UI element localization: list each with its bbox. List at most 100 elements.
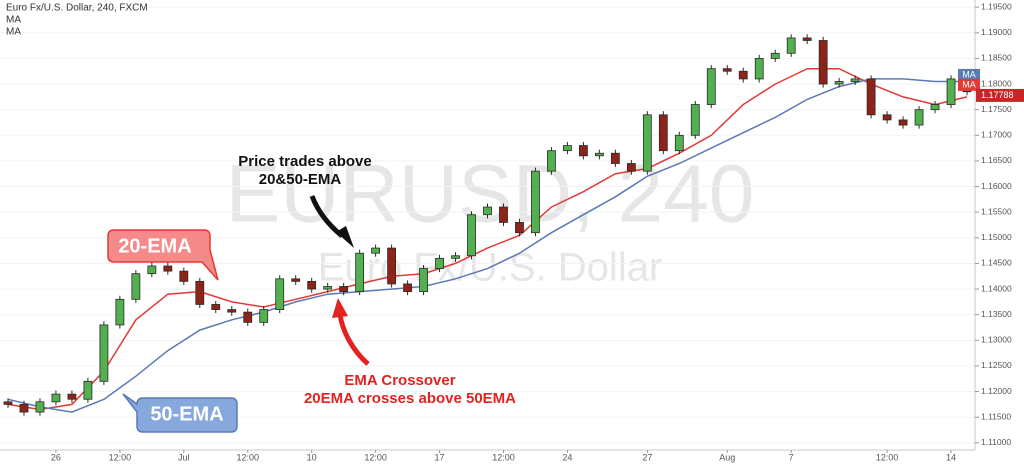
price-tag	[958, 78, 980, 91]
candle-body	[35, 401, 45, 413]
candle-body	[914, 109, 924, 126]
y-tick-label: 1.14000	[981, 283, 1012, 293]
price-tag-label: MA	[962, 69, 976, 79]
candle-body	[770, 52, 780, 59]
arrow-head	[332, 298, 348, 318]
y-tick-label: 1.16500	[981, 155, 1012, 165]
candle-body	[674, 134, 684, 152]
candle-body	[291, 278, 301, 282]
candle-body	[339, 286, 349, 293]
annotation: Price trades above	[238, 153, 371, 170]
last-price-label: 1.17788	[981, 90, 1014, 100]
x-tick-label: 12:00	[109, 452, 132, 462]
y-tick-label: 1.14500	[981, 258, 1012, 268]
candle-body	[179, 270, 189, 282]
y-tick-label: 1.13500	[981, 309, 1012, 319]
candle-body	[243, 311, 253, 323]
arrow-red	[337, 313, 370, 366]
candle-body	[403, 283, 412, 293]
candle-body	[435, 257, 444, 269]
candle-body	[882, 114, 892, 121]
y-tick-label: 1.15500	[981, 206, 1012, 216]
y-tick-label: 1.18500	[981, 53, 1012, 63]
candle-body	[515, 222, 524, 234]
candle-body	[131, 273, 141, 300]
candle-body	[818, 40, 828, 85]
candle-body	[946, 78, 956, 105]
candle-body	[259, 309, 269, 323]
candle-body	[547, 150, 556, 172]
price-tag-label: MA	[962, 79, 976, 89]
candle-body	[19, 403, 29, 413]
candle-body	[3, 401, 13, 405]
indicator: MA	[6, 27, 21, 38]
candle-body	[499, 206, 508, 223]
candle-body	[738, 70, 748, 80]
candle-body	[642, 114, 652, 172]
candle-body	[467, 214, 476, 257]
price-tag	[958, 68, 980, 81]
annotation: 20&50-EMA	[259, 171, 342, 188]
x-tick-label: 26	[51, 452, 61, 462]
candle-body	[563, 145, 572, 152]
candle-body	[115, 298, 125, 326]
x-tick-label: 24	[562, 452, 572, 462]
candle-body	[227, 309, 237, 313]
candle-body	[323, 286, 333, 290]
candle-body	[722, 68, 732, 72]
candle-body	[754, 58, 764, 80]
candle-body	[371, 247, 381, 254]
y-tick-label: 1.11000	[981, 437, 1011, 447]
indicator: MA	[6, 15, 21, 26]
candle-body	[51, 393, 61, 403]
candle-body	[579, 145, 588, 157]
candle-body	[658, 114, 668, 152]
x-tick-label: 12:00	[364, 452, 387, 462]
candle-body	[483, 206, 492, 216]
series-label: 50-EMA	[150, 403, 223, 425]
candle-body	[355, 252, 365, 293]
x-tick-label: 10	[307, 452, 317, 462]
candle-body	[307, 280, 317, 290]
candle-body	[67, 393, 77, 400]
candle-body	[898, 119, 908, 126]
last-price-tag	[976, 88, 1024, 102]
candle-body	[834, 81, 844, 85]
arrow-head	[336, 226, 354, 248]
y-tick-label: 1.17500	[981, 104, 1012, 114]
candle-body	[211, 304, 221, 310]
x-tick-label: 14	[946, 452, 956, 462]
y-tick-label: 1.12500	[981, 360, 1012, 370]
candle-body	[786, 37, 796, 54]
y-tick-label: 1.19000	[981, 27, 1012, 37]
candle-body	[850, 78, 860, 82]
candle-body	[99, 324, 109, 382]
y-tick-label: 1.16000	[981, 181, 1012, 191]
x-tick-label: 12:00	[236, 452, 259, 462]
candle-body	[610, 152, 620, 164]
candle-body	[83, 380, 93, 400]
candle-body	[163, 265, 173, 272]
candle-body	[626, 163, 636, 172]
x-tick-label: 17	[435, 452, 445, 462]
candle-body	[419, 268, 428, 293]
x-tick-label: 7	[789, 452, 794, 462]
candle-body	[275, 278, 285, 310]
annotation: 20EMA crosses above 50EMA	[304, 390, 516, 407]
watermark: EURUSD, 240	[226, 149, 755, 240]
candle-body	[802, 37, 812, 41]
candle-body	[930, 104, 940, 111]
y-tick-label: 1.17000	[981, 130, 1012, 140]
series-label: 20-EMA	[118, 235, 191, 257]
x-tick-label: 27	[642, 452, 652, 462]
y-tick-label: 1.12000	[981, 386, 1012, 396]
candle-body	[451, 255, 460, 259]
y-tick-label: 1.19500	[981, 1, 1012, 11]
x-tick-label: 12:00	[492, 452, 515, 462]
candle-body	[866, 78, 876, 116]
y-tick-label: 1.15000	[981, 232, 1012, 242]
annotation: EMA Crossover	[344, 372, 455, 389]
candle-body	[147, 265, 157, 275]
candle-body	[706, 68, 716, 105]
